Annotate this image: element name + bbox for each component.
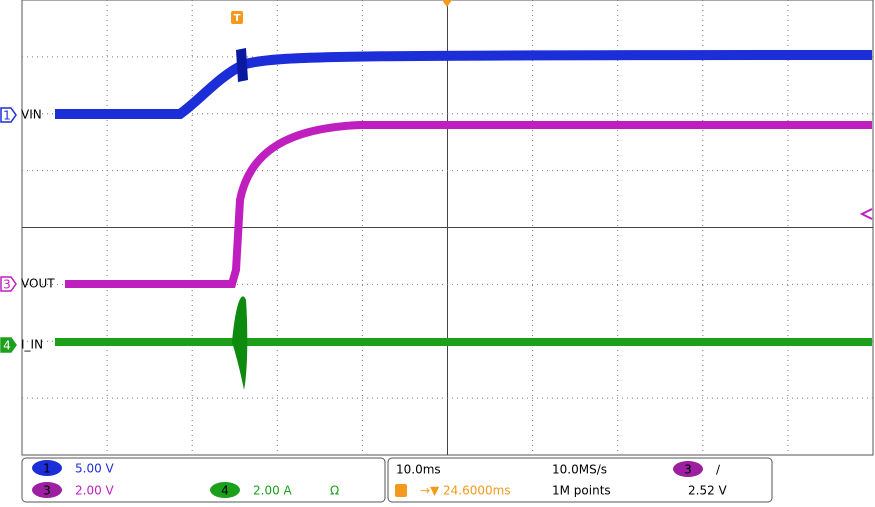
waveform-ch1-glitch bbox=[236, 48, 248, 82]
waveform-ch1 bbox=[55, 50, 873, 119]
panel-readouts: 1 5.00 V 3 2.00 V 4 2.00 A Ω bbox=[32, 460, 339, 498]
channel-number: 3 bbox=[3, 278, 11, 292]
trigger-level-marker bbox=[859, 208, 873, 220]
vertical-panel bbox=[21, 457, 386, 503]
channel-badge bbox=[210, 482, 240, 498]
record-length: 1M points bbox=[552, 484, 611, 498]
channel-badge-number: 4 bbox=[221, 484, 229, 498]
timebase-position: 24.6000ms bbox=[443, 484, 511, 498]
time-position-marker bbox=[442, 0, 452, 7]
channel-label: I_IN bbox=[21, 338, 43, 352]
trigger-position-icon bbox=[395, 484, 407, 497]
channel-scale: 5.00 V bbox=[75, 462, 115, 476]
sample-rate: 10.0MS/s bbox=[552, 463, 607, 477]
waveform-ch4-burst bbox=[232, 296, 248, 390]
trigger-marker bbox=[231, 11, 243, 24]
channel-badge-number: 3 bbox=[43, 484, 51, 498]
channel-badge-number: 1 bbox=[43, 462, 51, 476]
channel-scale: 2.00 V bbox=[75, 484, 115, 498]
channel-marker bbox=[0, 107, 17, 123]
waveform-ch3 bbox=[65, 120, 873, 288]
channel-badge bbox=[32, 460, 62, 476]
channel-label: VIN bbox=[21, 108, 42, 122]
trigger-slope: ∕ bbox=[716, 463, 721, 477]
channel-label: VOUT bbox=[21, 277, 55, 291]
channel-scale: 2.00 A bbox=[253, 484, 293, 498]
channel-markers: 1 VIN 3 VOUT 4 I_IN bbox=[0, 107, 55, 353]
time-arrow: →▼ bbox=[420, 484, 440, 498]
trigger-marker-label: T bbox=[234, 13, 241, 24]
trigger-level: 2.52 V bbox=[688, 484, 728, 498]
channel-marker bbox=[0, 276, 17, 292]
timebase-scale: 10.0ms bbox=[396, 463, 441, 477]
trigger-source-badge bbox=[673, 461, 703, 477]
channel-marker bbox=[0, 337, 17, 353]
channel-impedance: Ω bbox=[330, 484, 339, 498]
channel-badge bbox=[32, 482, 62, 498]
channel-number: 1 bbox=[3, 109, 11, 123]
trigger-source: 3 bbox=[684, 463, 692, 477]
channel-number: 4 bbox=[3, 339, 11, 353]
